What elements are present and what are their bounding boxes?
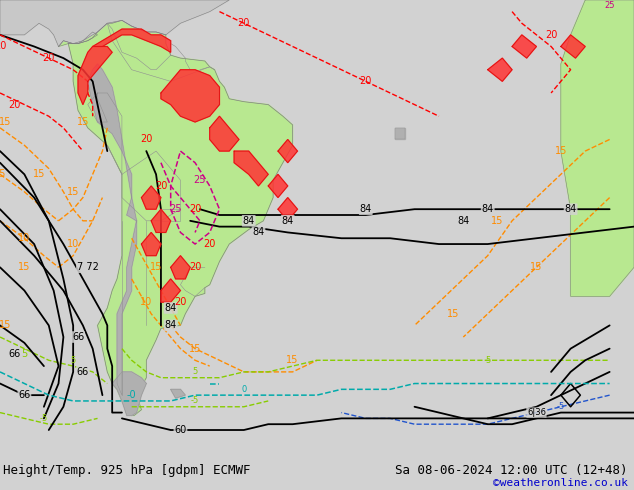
Text: 84: 84: [165, 320, 177, 330]
Polygon shape: [68, 21, 293, 416]
Text: 25: 25: [169, 204, 182, 214]
Text: 84: 84: [564, 204, 577, 214]
Polygon shape: [234, 151, 268, 186]
Text: 10: 10: [140, 297, 152, 307]
Text: 15: 15: [0, 320, 11, 330]
Text: 20: 20: [189, 204, 201, 214]
Text: -5: -5: [40, 414, 48, 423]
Text: 5: 5: [485, 356, 490, 365]
Polygon shape: [151, 209, 171, 232]
Polygon shape: [58, 32, 98, 47]
Text: 20: 20: [545, 30, 557, 40]
Polygon shape: [488, 58, 512, 81]
Text: 84: 84: [457, 216, 469, 226]
Text: 20: 20: [140, 134, 153, 145]
Text: 20: 20: [359, 76, 372, 86]
Text: 84: 84: [482, 204, 494, 214]
Text: -0: -0: [127, 390, 136, 400]
Text: 10: 10: [18, 233, 30, 243]
Polygon shape: [561, 35, 585, 58]
Text: 6|36: 6|36: [527, 408, 546, 417]
Polygon shape: [278, 140, 297, 163]
Polygon shape: [0, 0, 230, 47]
Text: 10: 10: [67, 239, 79, 249]
Text: 66: 66: [8, 349, 21, 360]
Polygon shape: [561, 0, 634, 296]
Text: 84: 84: [252, 227, 264, 238]
Polygon shape: [161, 279, 181, 302]
Text: 20: 20: [42, 53, 55, 63]
Text: 84: 84: [165, 303, 177, 313]
Text: 20: 20: [0, 42, 6, 51]
Text: 20: 20: [155, 181, 167, 191]
Polygon shape: [112, 372, 146, 416]
Text: 15: 15: [491, 216, 503, 226]
Text: 15: 15: [0, 170, 6, 179]
Polygon shape: [268, 174, 288, 197]
Text: 15: 15: [33, 170, 45, 179]
Text: 15: 15: [287, 355, 299, 365]
Text: 60: 60: [174, 425, 186, 435]
Text: Height/Temp. 925 hPa [gdpm] ECMWF: Height/Temp. 925 hPa [gdpm] ECMWF: [3, 465, 250, 477]
Text: 20: 20: [174, 297, 186, 307]
Text: 66: 66: [18, 390, 30, 400]
Text: 25: 25: [604, 1, 615, 10]
Text: ©weatheronline.co.uk: ©weatheronline.co.uk: [493, 478, 628, 488]
Polygon shape: [171, 390, 185, 398]
Text: 15: 15: [77, 117, 89, 127]
Text: -5: -5: [191, 396, 199, 405]
Polygon shape: [210, 116, 239, 151]
Text: 25: 25: [194, 175, 206, 185]
Text: 15: 15: [150, 262, 162, 272]
Polygon shape: [141, 232, 161, 256]
Text: 15: 15: [189, 343, 201, 354]
Text: -5: -5: [557, 402, 565, 411]
Text: 84: 84: [281, 216, 294, 226]
Text: 5: 5: [193, 368, 198, 376]
Polygon shape: [395, 128, 404, 140]
Text: 84: 84: [359, 204, 372, 214]
Text: 5: 5: [70, 356, 76, 365]
Text: 66: 66: [77, 367, 89, 377]
Text: 20: 20: [8, 99, 21, 110]
Text: 20: 20: [189, 262, 201, 272]
Polygon shape: [278, 197, 297, 221]
Text: 15: 15: [530, 262, 543, 272]
Text: 15: 15: [0, 117, 11, 127]
Text: 15: 15: [67, 187, 79, 197]
Text: 15: 15: [555, 146, 567, 156]
Text: 15: 15: [18, 262, 30, 272]
Polygon shape: [93, 29, 171, 52]
Text: 20: 20: [204, 239, 216, 249]
Text: 20: 20: [238, 18, 250, 28]
Polygon shape: [512, 35, 536, 58]
Polygon shape: [171, 256, 190, 279]
Text: 7 72: 7 72: [77, 262, 99, 272]
Text: 84: 84: [243, 216, 255, 226]
Text: 15: 15: [448, 309, 460, 319]
Text: 5: 5: [22, 349, 27, 360]
Polygon shape: [87, 64, 136, 395]
Text: Sa 08-06-2024 12:00 UTC (12+48): Sa 08-06-2024 12:00 UTC (12+48): [395, 465, 628, 477]
Text: 0: 0: [241, 385, 247, 394]
Polygon shape: [78, 47, 112, 104]
Text: 66: 66: [72, 332, 84, 342]
Polygon shape: [161, 70, 219, 122]
Polygon shape: [141, 186, 161, 209]
